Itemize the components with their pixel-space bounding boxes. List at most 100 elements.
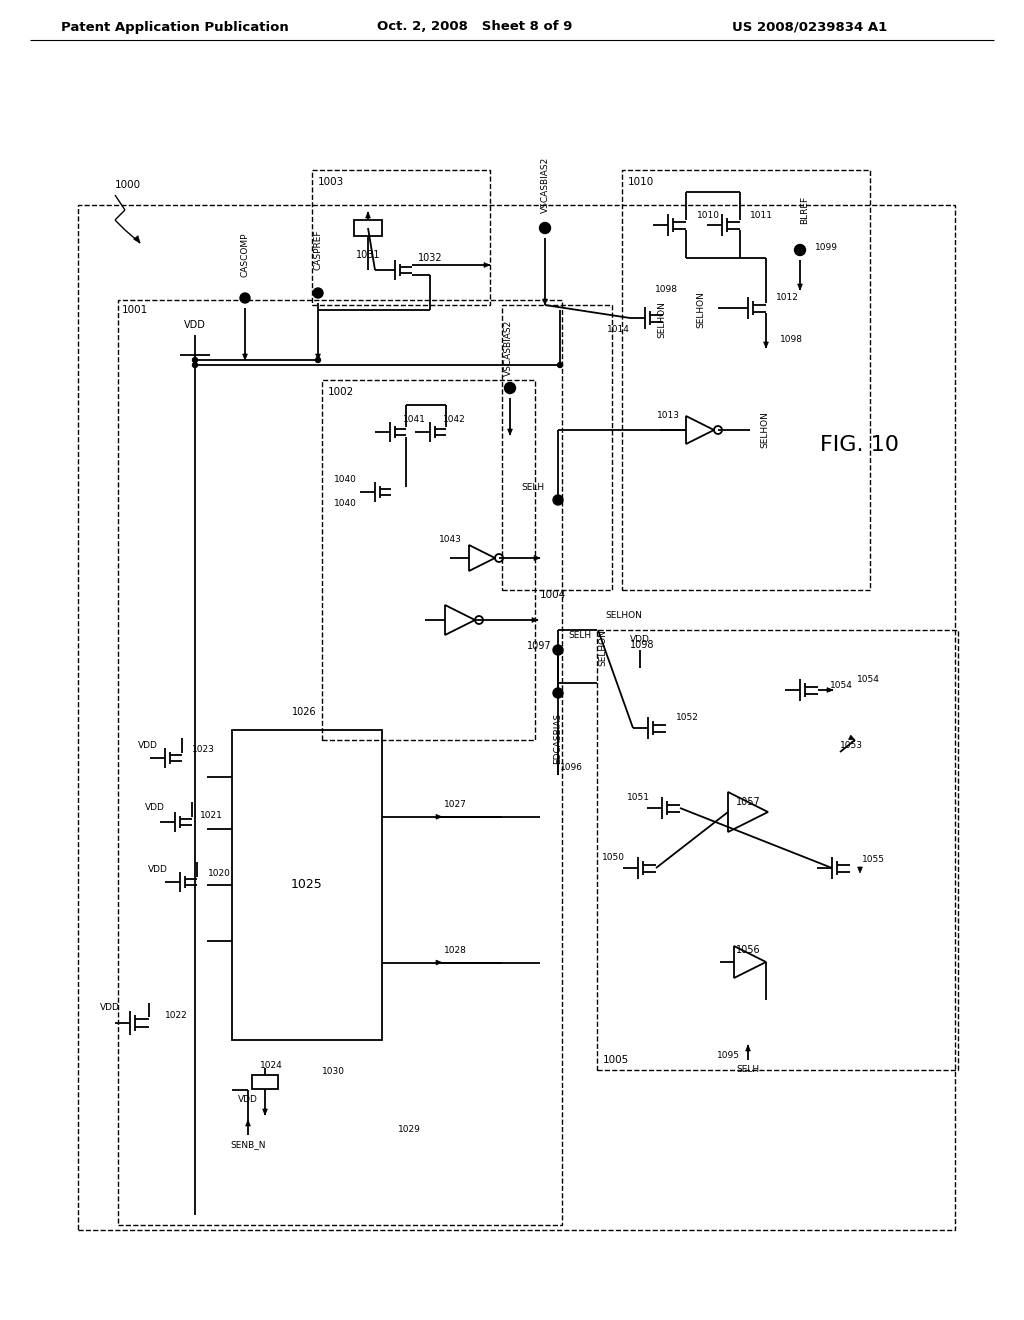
Text: 1011: 1011 <box>750 210 773 219</box>
Text: 1028: 1028 <box>444 946 467 954</box>
Text: 1013: 1013 <box>657 411 680 420</box>
Text: 1053: 1053 <box>840 741 863 750</box>
Bar <box>322 380 535 741</box>
Text: Oct. 2, 2008   Sheet 8 of 9: Oct. 2, 2008 Sheet 8 of 9 <box>377 21 572 33</box>
Polygon shape <box>315 354 321 360</box>
Text: 1002: 1002 <box>328 387 354 397</box>
Polygon shape <box>246 1119 251 1126</box>
Text: EDCASBIAS: EDCASBIAS <box>554 713 562 764</box>
Text: 1056: 1056 <box>735 945 760 954</box>
Text: VDD: VDD <box>184 319 206 330</box>
Text: SELHON: SELHON <box>605 610 642 619</box>
Circle shape <box>315 358 321 363</box>
Circle shape <box>313 288 323 298</box>
Text: SENB_N: SENB_N <box>230 1140 266 1150</box>
Circle shape <box>193 363 198 367</box>
Bar <box>354 220 382 236</box>
Text: 1032: 1032 <box>418 253 442 263</box>
Circle shape <box>553 495 563 506</box>
Polygon shape <box>798 284 803 290</box>
Bar <box>597 630 958 1071</box>
Text: BLREF: BLREF <box>800 195 809 224</box>
Text: 1026: 1026 <box>292 708 316 717</box>
Text: 1003: 1003 <box>318 177 344 187</box>
Text: VDD: VDD <box>238 1096 258 1105</box>
Text: 1052: 1052 <box>676 714 698 722</box>
Text: 1010: 1010 <box>697 210 720 219</box>
Text: 1098: 1098 <box>780 335 803 345</box>
Polygon shape <box>764 342 768 348</box>
Polygon shape <box>827 688 833 693</box>
Text: VDD: VDD <box>145 804 165 813</box>
Polygon shape <box>484 263 490 268</box>
Text: 1005: 1005 <box>603 1055 630 1065</box>
Text: 1041: 1041 <box>403 416 426 425</box>
Text: 1042: 1042 <box>443 416 466 425</box>
Text: 1025: 1025 <box>291 879 323 891</box>
Circle shape <box>505 383 515 393</box>
Text: SELH: SELH <box>522 483 545 491</box>
Polygon shape <box>436 814 442 820</box>
Text: 1098: 1098 <box>655 285 678 294</box>
Polygon shape <box>556 645 560 651</box>
Circle shape <box>240 293 250 304</box>
Text: 1040: 1040 <box>334 499 357 507</box>
Text: 1021: 1021 <box>200 810 223 820</box>
Text: 1051: 1051 <box>627 793 650 803</box>
Text: 1054: 1054 <box>830 681 853 689</box>
Polygon shape <box>534 556 540 561</box>
Text: 1098: 1098 <box>630 640 654 649</box>
Text: 1055: 1055 <box>862 855 885 865</box>
Circle shape <box>540 223 551 234</box>
Text: 1023: 1023 <box>193 746 215 755</box>
Text: US 2008/0239834 A1: US 2008/0239834 A1 <box>732 21 888 33</box>
Polygon shape <box>133 236 140 243</box>
Circle shape <box>553 645 563 655</box>
Bar <box>118 300 562 1225</box>
Text: VSCASBIAS2: VSCASBIAS2 <box>541 157 550 213</box>
Text: 1096: 1096 <box>560 763 583 772</box>
Text: 1004: 1004 <box>540 590 566 601</box>
Text: 1031: 1031 <box>355 249 380 260</box>
Text: SELHON: SELHON <box>696 292 705 329</box>
Polygon shape <box>849 735 855 741</box>
Text: Patent Application Publication: Patent Application Publication <box>61 21 289 33</box>
Polygon shape <box>366 213 371 218</box>
Text: VDD: VDD <box>138 741 158 750</box>
Text: VDD: VDD <box>100 1003 120 1012</box>
Polygon shape <box>532 618 538 623</box>
Circle shape <box>553 688 563 698</box>
Text: 1020: 1020 <box>208 870 230 879</box>
Text: CASCOMP: CASCOMP <box>241 232 250 277</box>
Text: 1097: 1097 <box>527 642 552 651</box>
Text: FIG. 10: FIG. 10 <box>820 436 899 455</box>
Text: 1012: 1012 <box>776 293 799 302</box>
Bar <box>232 730 382 1040</box>
Text: 1029: 1029 <box>398 1126 421 1134</box>
Polygon shape <box>508 429 512 436</box>
Text: 1014: 1014 <box>607 326 630 334</box>
Text: CASPREF: CASPREF <box>313 230 323 271</box>
Text: 1040: 1040 <box>334 475 357 484</box>
Text: 1000: 1000 <box>115 180 141 190</box>
Polygon shape <box>745 1045 751 1051</box>
Text: 1054: 1054 <box>857 676 880 685</box>
Text: VDD: VDD <box>148 866 168 874</box>
Text: SELH: SELH <box>568 631 591 639</box>
Circle shape <box>557 363 562 367</box>
Polygon shape <box>543 300 548 305</box>
Text: 1010: 1010 <box>628 177 654 187</box>
Text: 1095: 1095 <box>717 1051 740 1060</box>
Text: 1099: 1099 <box>815 243 838 252</box>
Text: VSCASBIAS2: VSCASBIAS2 <box>504 319 513 376</box>
Text: 1027: 1027 <box>444 800 467 809</box>
Text: 1043: 1043 <box>439 536 462 544</box>
Text: VDD: VDD <box>630 635 650 644</box>
Text: 1022: 1022 <box>165 1011 187 1019</box>
Polygon shape <box>262 1109 267 1115</box>
Text: SELHON: SELHON <box>657 301 666 338</box>
Text: 1057: 1057 <box>735 797 761 807</box>
Text: 1050: 1050 <box>602 854 625 862</box>
Bar <box>312 170 490 305</box>
Circle shape <box>193 358 198 363</box>
